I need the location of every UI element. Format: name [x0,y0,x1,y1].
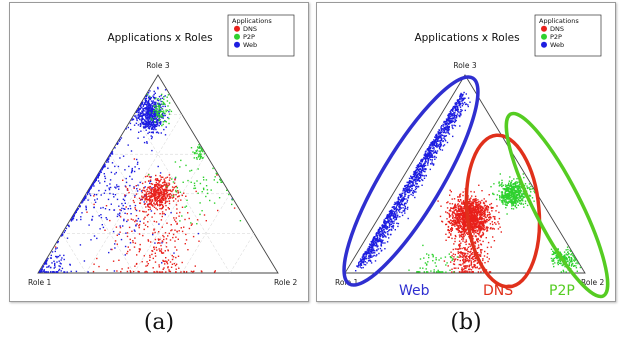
cluster-label-p2p: P2P [549,283,575,299]
legend-swatch-p2p [541,33,547,40]
corner-label-left: Role 1 [28,278,52,287]
ternary-panel-a: Role 3 Role 1 Role 2 Applications x Roles Ap… [9,2,309,302]
ternary-plot-a: Role 3 Role 1 Role 2 Applications x Roles Ap… [28,14,298,287]
legend-entry-dns: DNS [243,25,257,33]
cluster-label-dns: DNS [483,283,513,299]
legend-entry-p2p: P2P [243,33,255,41]
legend-entry-dns: DNS [550,25,564,33]
corner-label-top: Role 3 [146,61,170,70]
series-p2p-points [408,173,582,273]
legend-entry-web: Web [243,41,257,49]
legend-swatch-web [234,41,240,48]
corner-label-top: Role 3 [453,61,477,70]
cluster-ellipse-dns [464,133,542,289]
ternary-panel-b: Role 3 Role 1 Role 2 Applications x Roles Ap… [316,2,616,302]
legend-entry-web: Web [550,41,564,49]
series-web-points [355,91,471,272]
cluster-ellipse-p2p [504,111,610,299]
series-dns-points [437,184,502,273]
caption-a: (a) [143,310,175,335]
caption-b: (b) [450,310,482,335]
triangle-outline [344,74,586,274]
legend-title: Applications [539,17,579,25]
series-p2p-points [146,93,242,225]
legend-swatch-p2p [234,33,240,40]
legend-swatch-web [541,41,547,48]
legend-swatch-dns [234,25,240,32]
cluster-label-web: Web [399,283,430,299]
legend-title: Applications [232,17,272,25]
corner-label-right: Role 2 [274,278,298,287]
legend-entry-p2p: P2P [550,33,562,41]
cluster-highlights [342,75,610,299]
corner-label-right: Role 2 [581,278,605,287]
cluster-ellipse-web [342,75,480,287]
chart-title: Applications x Roles [107,32,212,44]
chart-title: Applications x Roles [414,32,519,44]
series-dns-points [54,158,236,273]
legend-swatch-dns [541,25,547,32]
